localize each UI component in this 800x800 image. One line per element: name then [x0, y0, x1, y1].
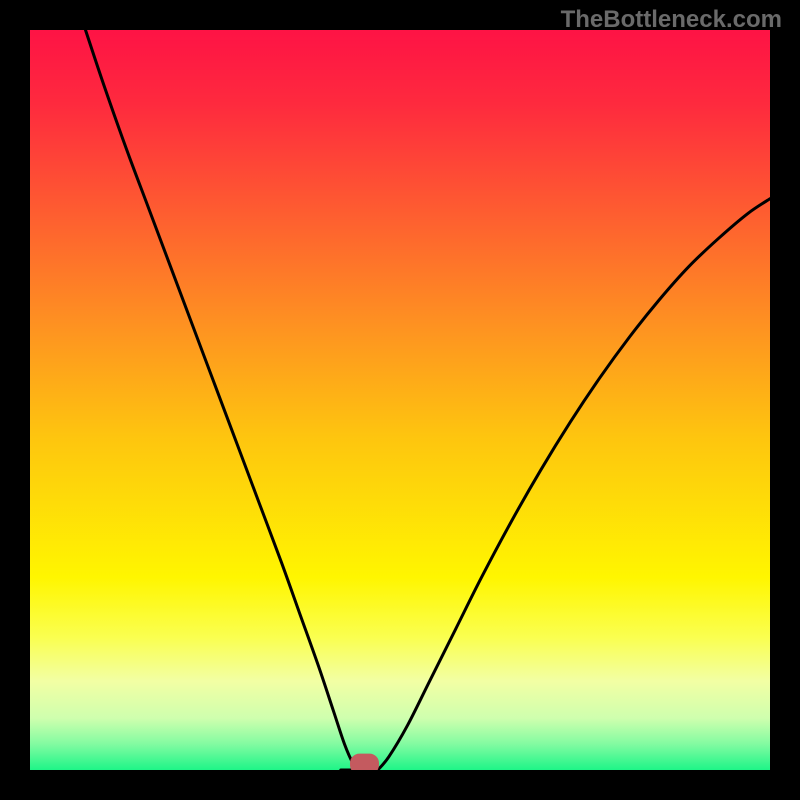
chart-frame: TheBottleneck.com: [0, 0, 800, 800]
plot-area: [30, 30, 770, 770]
watermark-text: TheBottleneck.com: [561, 6, 782, 34]
bottleneck-chart: [30, 30, 770, 770]
gradient-background: [30, 30, 770, 770]
optimum-marker: [350, 754, 378, 770]
